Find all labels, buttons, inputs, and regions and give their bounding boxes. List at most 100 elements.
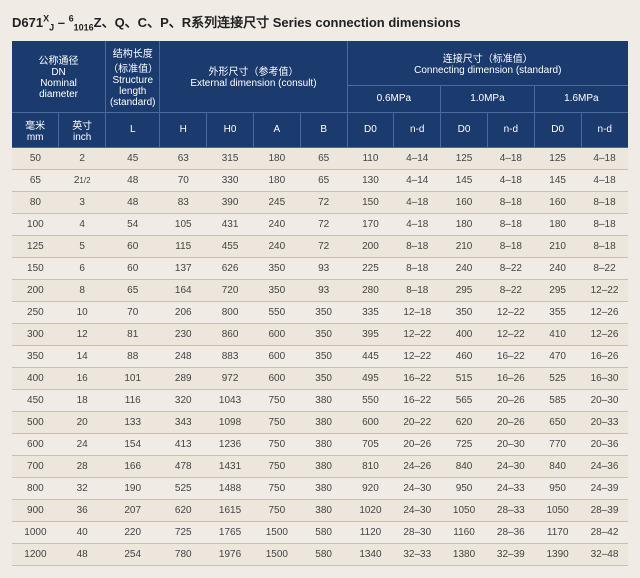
cell-H0: 626 — [207, 257, 254, 279]
cell-mm: 50 — [12, 147, 59, 169]
cell-nd_1: 32–33 — [394, 543, 441, 565]
cell-inch: 5 — [59, 235, 106, 257]
table-row: 80032190525148875038092024–3095024–33950… — [12, 477, 628, 499]
page-title: D671XJ – 61016Z、Q、C、P、R系列连接尺寸 Series con… — [12, 12, 628, 33]
cell-H0: 1488 — [207, 477, 254, 499]
cell-nd_3: 4–18 — [581, 169, 628, 191]
cell-nd_3: 20–36 — [581, 433, 628, 455]
cell-H0: 315 — [207, 147, 254, 169]
table-row: 200865164720350932808–182958–2229512–22 — [12, 279, 628, 301]
cell-B: 380 — [300, 433, 347, 455]
cell-H: 70 — [160, 169, 207, 191]
cell-H0: 883 — [207, 345, 254, 367]
cell-nd_2: 4–18 — [487, 147, 534, 169]
cell-L: 207 — [106, 499, 160, 521]
cell-D0_3: 410 — [534, 323, 581, 345]
cell-H0: 1236 — [207, 433, 254, 455]
cell-D0_3: 840 — [534, 455, 581, 477]
table-row: 45018116320104375038055016–2256520–26585… — [12, 389, 628, 411]
header-h: H — [160, 112, 207, 147]
cell-D0_3: 525 — [534, 367, 581, 389]
cell-nd_3: 8–18 — [581, 235, 628, 257]
cell-inch: 18 — [59, 389, 106, 411]
cell-mm: 500 — [12, 411, 59, 433]
cell-H0: 431 — [207, 213, 254, 235]
cell-L: 60 — [106, 235, 160, 257]
cell-D0_2: 620 — [441, 411, 488, 433]
cell-D0_2: 180 — [441, 213, 488, 235]
cell-H: 206 — [160, 301, 207, 323]
cell-nd_1: 12–22 — [394, 345, 441, 367]
cell-mm: 700 — [12, 455, 59, 477]
cell-L: 54 — [106, 213, 160, 235]
cell-mm: 400 — [12, 367, 59, 389]
cell-D0_1: 550 — [347, 389, 394, 411]
cell-nd_1: 12–18 — [394, 301, 441, 323]
cell-nd_1: 20–26 — [394, 433, 441, 455]
cell-nd_1: 4–14 — [394, 147, 441, 169]
header-nd-1: n-d — [394, 112, 441, 147]
cell-L: 101 — [106, 367, 160, 389]
cell-inch: 3 — [59, 191, 106, 213]
cell-nd_1: 12–22 — [394, 323, 441, 345]
cell-B: 350 — [300, 345, 347, 367]
cell-inch: 40 — [59, 521, 106, 543]
cell-D0_1: 395 — [347, 323, 394, 345]
cell-D0_3: 585 — [534, 389, 581, 411]
cell-B: 380 — [300, 411, 347, 433]
cell-D0_3: 770 — [534, 433, 581, 455]
cell-A: 350 — [253, 257, 300, 279]
cell-nd_1: 4–18 — [394, 213, 441, 235]
table-row: 350148824888360035044512–2246016–2247016… — [12, 345, 628, 367]
header-external: 外形尺寸（参考值） External dimension (consult) — [160, 41, 347, 113]
cell-A: 350 — [253, 279, 300, 301]
cell-D0_3: 355 — [534, 301, 581, 323]
cell-L: 48 — [106, 191, 160, 213]
cell-nd_2: 28–36 — [487, 521, 534, 543]
cell-D0_1: 335 — [347, 301, 394, 323]
cell-B: 93 — [300, 257, 347, 279]
cell-B: 380 — [300, 499, 347, 521]
cell-nd_3: 24–39 — [581, 477, 628, 499]
cell-nd_2: 12–22 — [487, 323, 534, 345]
cell-D0_1: 810 — [347, 455, 394, 477]
cell-A: 750 — [253, 499, 300, 521]
cell-nd_2: 4–18 — [487, 169, 534, 191]
cell-B: 380 — [300, 477, 347, 499]
header-d0-2: D0 — [441, 112, 488, 147]
cell-B: 65 — [300, 169, 347, 191]
cell-B: 350 — [300, 323, 347, 345]
cell-L: 190 — [106, 477, 160, 499]
cell-D0_1: 200 — [347, 235, 394, 257]
table-row: 70028166478143175038081024–2684024–30840… — [12, 455, 628, 477]
cell-H0: 720 — [207, 279, 254, 301]
header-pressure-1: 0.6MPa — [347, 86, 441, 112]
cell-mm: 80 — [12, 191, 59, 213]
cell-H: 137 — [160, 257, 207, 279]
table-row: 4001610128997260035049516–2251516–265251… — [12, 367, 628, 389]
cell-D0_1: 130 — [347, 169, 394, 191]
cell-nd_3: 12–26 — [581, 323, 628, 345]
cell-H: 164 — [160, 279, 207, 301]
cell-D0_3: 295 — [534, 279, 581, 301]
cell-B: 580 — [300, 521, 347, 543]
header-struct: 结构长度 （标准值） Structure length (standard) — [106, 41, 160, 113]
header-nd-3: n-d — [581, 112, 628, 147]
cell-inch: 28 — [59, 455, 106, 477]
cell-H0: 1765 — [207, 521, 254, 543]
cell-D0_2: 1160 — [441, 521, 488, 543]
cell-A: 750 — [253, 477, 300, 499]
cell-inch: 4 — [59, 213, 106, 235]
cell-H: 63 — [160, 147, 207, 169]
cell-nd_1: 16–22 — [394, 389, 441, 411]
cell-H0: 1615 — [207, 499, 254, 521]
cell-nd_2: 8–22 — [487, 279, 534, 301]
cell-D0_1: 495 — [347, 367, 394, 389]
cell-H: 320 — [160, 389, 207, 411]
cell-nd_3: 32–48 — [581, 543, 628, 565]
cell-B: 93 — [300, 279, 347, 301]
header-b: B — [300, 112, 347, 147]
table-row: 6521/24870330180651304–141454–181454–18 — [12, 169, 628, 191]
cell-mm: 1200 — [12, 543, 59, 565]
cell-D0_2: 1050 — [441, 499, 488, 521]
